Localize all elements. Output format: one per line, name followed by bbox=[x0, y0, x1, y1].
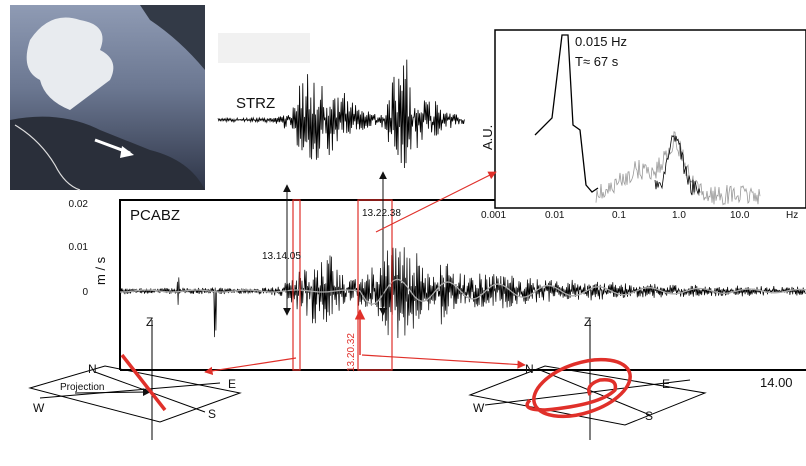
time-label: 14.00 bbox=[760, 375, 793, 390]
photo bbox=[10, 5, 205, 190]
spectrum-y-label: A.U. bbox=[480, 125, 495, 150]
y-tick-label: 0.01 bbox=[69, 242, 89, 253]
x-tick-label: 0.01 bbox=[545, 210, 565, 221]
axis-label: N bbox=[525, 362, 534, 376]
path bbox=[120, 200, 495, 370]
rect bbox=[495, 30, 806, 208]
axis-label: S bbox=[208, 407, 216, 421]
axis-label: S bbox=[645, 409, 653, 423]
time-label: 13.22.38 bbox=[362, 208, 401, 219]
period: T≈ 67 s bbox=[575, 54, 619, 69]
projection-label: Projection bbox=[60, 382, 104, 393]
y-tick-label: 0 bbox=[82, 287, 88, 298]
axis-label: Z bbox=[584, 315, 591, 329]
x-tick-label: 10.0 bbox=[730, 210, 750, 221]
y-tick-label: 0.02 bbox=[69, 199, 89, 210]
axis-label: W bbox=[33, 401, 45, 415]
x-tick-label: 0.001 bbox=[481, 210, 506, 221]
main-panel: PCABZ 0.02 0.01 0 m / s 14.00 bbox=[69, 199, 806, 390]
line bbox=[362, 355, 525, 365]
trace-label: PCABZ bbox=[130, 207, 180, 224]
body: STRZ A.U. 0.015 Hz T≈ 67 s 0.001 0.01 0.… bbox=[0, 0, 806, 466]
axis-label: N bbox=[88, 362, 97, 376]
axis-label: W bbox=[473, 401, 485, 415]
trace-label: STRZ bbox=[236, 95, 275, 112]
page: {"traces": {"top": "STRZ", "main": "PCAB… bbox=[0, 0, 806, 466]
peak-frequency: 0.015 Hz bbox=[575, 34, 627, 49]
line bbox=[122, 355, 165, 410]
line bbox=[376, 172, 496, 232]
time-label: 13.14.05 bbox=[262, 251, 301, 262]
x-unit: Hz bbox=[786, 210, 798, 221]
strz-waveform bbox=[218, 60, 464, 168]
figure: STRZ A.U. 0.015 Hz T≈ 67 s 0.001 0.01 0.… bbox=[0, 0, 806, 466]
axis-label: E bbox=[662, 377, 670, 391]
left-diagram bbox=[30, 320, 240, 440]
x-tick-label: 0.1 bbox=[612, 210, 626, 221]
blank-label bbox=[218, 33, 310, 63]
x-tick-label: 1.0 bbox=[672, 210, 686, 221]
spectrum: A.U. 0.015 Hz T≈ 67 s 0.001 0.01 0.1 1.0… bbox=[480, 30, 806, 221]
axis-label: E bbox=[228, 377, 236, 391]
filtered-waveform bbox=[120, 279, 806, 304]
axis-label: Z bbox=[146, 315, 153, 329]
y-axis-label: m / s bbox=[93, 256, 108, 285]
time-label: 13.20.32 bbox=[346, 333, 357, 372]
path bbox=[470, 366, 705, 425]
